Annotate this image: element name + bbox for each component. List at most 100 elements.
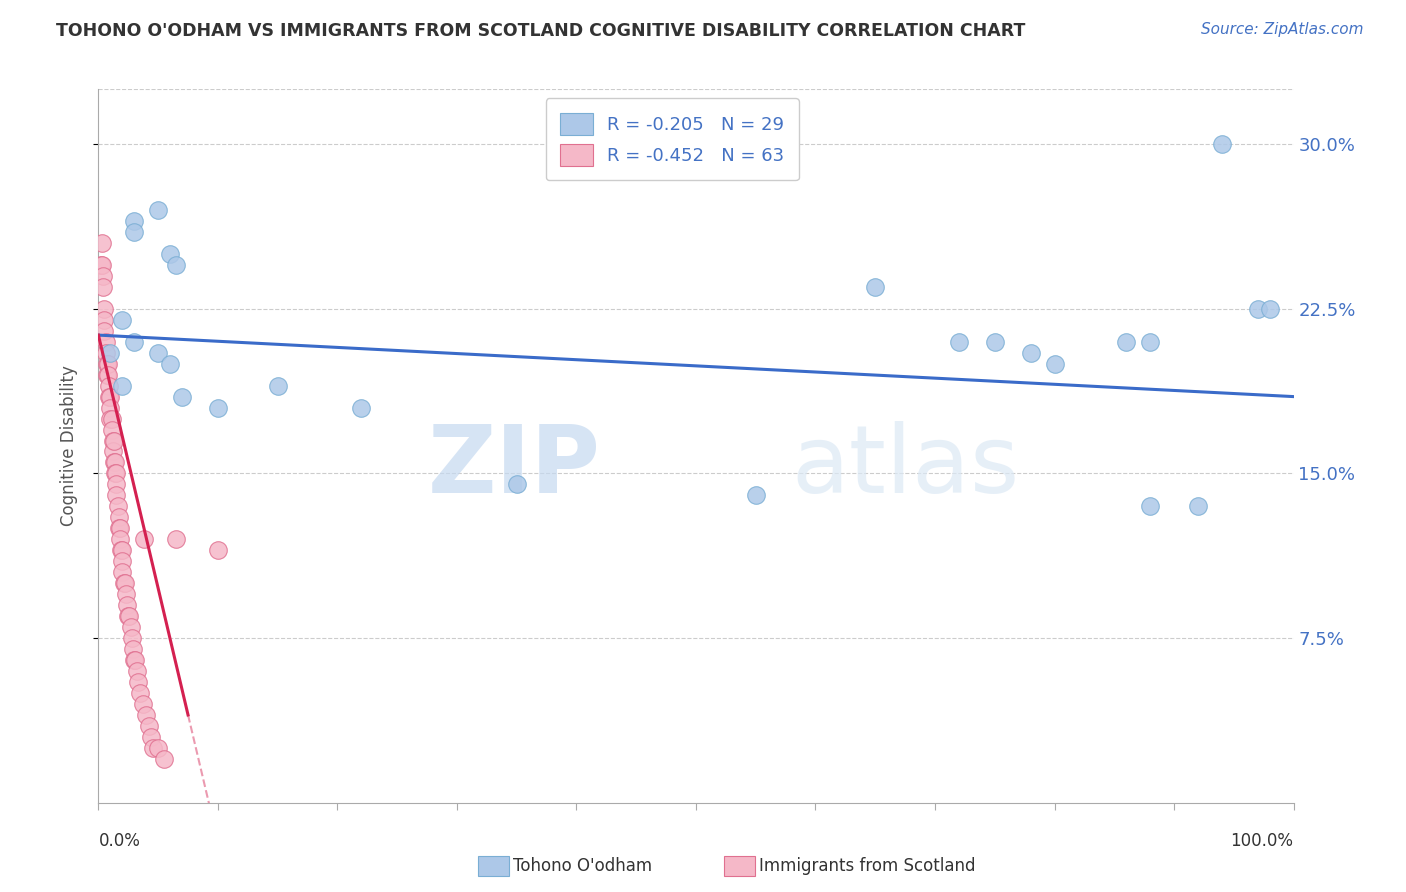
Point (93, 301, 115, 316)
Point (506, 477, 529, 491)
Point (138, 719, 160, 733)
Point (96, 368, 118, 382)
Point (111, 312, 134, 326)
Point (104, 467, 127, 481)
Point (207, 543, 229, 558)
Point (122, 642, 145, 657)
Point (108, 521, 131, 535)
Point (98, 411, 122, 425)
Point (108, 533, 131, 547)
Point (105, 467, 128, 481)
Point (93, 312, 115, 326)
Point (153, 752, 176, 766)
Point (1115, 334, 1137, 349)
Text: ZIP: ZIP (427, 421, 600, 514)
Point (267, 378, 290, 392)
Point (117, 609, 139, 624)
Point (1139, 500, 1161, 514)
Point (93, 324, 115, 338)
Point (984, 334, 1007, 349)
Point (96, 357, 118, 371)
Point (159, 357, 181, 371)
Point (98, 390, 121, 404)
Point (863, 280, 887, 294)
Point (350, 401, 373, 415)
Point (135, 708, 157, 723)
Point (148, 740, 170, 755)
Legend: R = -0.205   N = 29, R = -0.452   N = 63: R = -0.205 N = 29, R = -0.452 N = 63 (546, 98, 799, 180)
Point (129, 686, 152, 700)
Point (100, 411, 122, 425)
Point (91, 258, 114, 272)
Point (1258, 301, 1281, 316)
Point (124, 653, 146, 667)
Point (104, 455, 127, 469)
Point (110, 543, 132, 558)
Point (118, 609, 141, 624)
Point (1246, 301, 1268, 316)
Y-axis label: Cognitive Disability: Cognitive Disability (59, 366, 77, 526)
Point (98, 401, 122, 415)
Point (159, 247, 181, 261)
Point (105, 488, 128, 502)
Point (94, 345, 117, 359)
Point (111, 566, 134, 580)
Point (91, 235, 114, 250)
Point (148, 345, 170, 359)
Point (124, 214, 146, 228)
Text: 0.0%: 0.0% (98, 831, 141, 849)
Text: Tohono O'odham: Tohono O'odham (513, 857, 652, 875)
Point (207, 401, 229, 415)
Point (1187, 500, 1209, 514)
Text: TOHONO O'ODHAM VS IMMIGRANTS FROM SCOTLAND COGNITIVE DISABILITY CORRELATION CHAR: TOHONO O'ODHAM VS IMMIGRANTS FROM SCOTLA… (56, 22, 1025, 40)
Point (98, 378, 121, 392)
Point (948, 334, 970, 349)
Point (115, 598, 138, 612)
Point (107, 500, 129, 514)
Point (165, 533, 187, 547)
Point (112, 576, 135, 591)
Point (139, 730, 162, 744)
Point (131, 697, 153, 711)
Text: atlas: atlas (792, 421, 1019, 514)
Point (1211, 137, 1233, 152)
Point (97, 368, 120, 382)
Point (98, 390, 122, 404)
Point (107, 521, 129, 535)
Point (165, 258, 187, 272)
Point (111, 554, 134, 568)
Point (142, 740, 165, 755)
Point (100, 423, 122, 437)
Point (125, 664, 148, 678)
Point (94, 334, 117, 349)
Point (121, 631, 143, 645)
Point (124, 653, 146, 667)
Point (91, 280, 114, 294)
Point (105, 477, 128, 491)
Point (132, 533, 155, 547)
Point (124, 334, 146, 349)
Text: 100.0%: 100.0% (1230, 831, 1294, 849)
Point (1019, 345, 1042, 359)
Point (127, 675, 149, 690)
Point (124, 225, 146, 239)
Text: Immigrants from Scotland: Immigrants from Scotland (759, 857, 976, 875)
Point (1139, 334, 1161, 349)
Point (97, 357, 120, 371)
Point (103, 455, 125, 469)
Point (111, 543, 134, 558)
Point (90, 258, 112, 272)
Point (120, 620, 142, 634)
Point (1043, 357, 1066, 371)
Point (107, 510, 129, 524)
Point (98, 345, 122, 359)
Point (103, 434, 125, 448)
Point (91, 268, 114, 283)
Point (114, 576, 136, 591)
Point (745, 488, 768, 502)
Point (148, 202, 170, 217)
Point (111, 378, 134, 392)
Point (172, 390, 194, 404)
Point (101, 444, 124, 458)
Text: Source: ZipAtlas.com: Source: ZipAtlas.com (1201, 22, 1364, 37)
